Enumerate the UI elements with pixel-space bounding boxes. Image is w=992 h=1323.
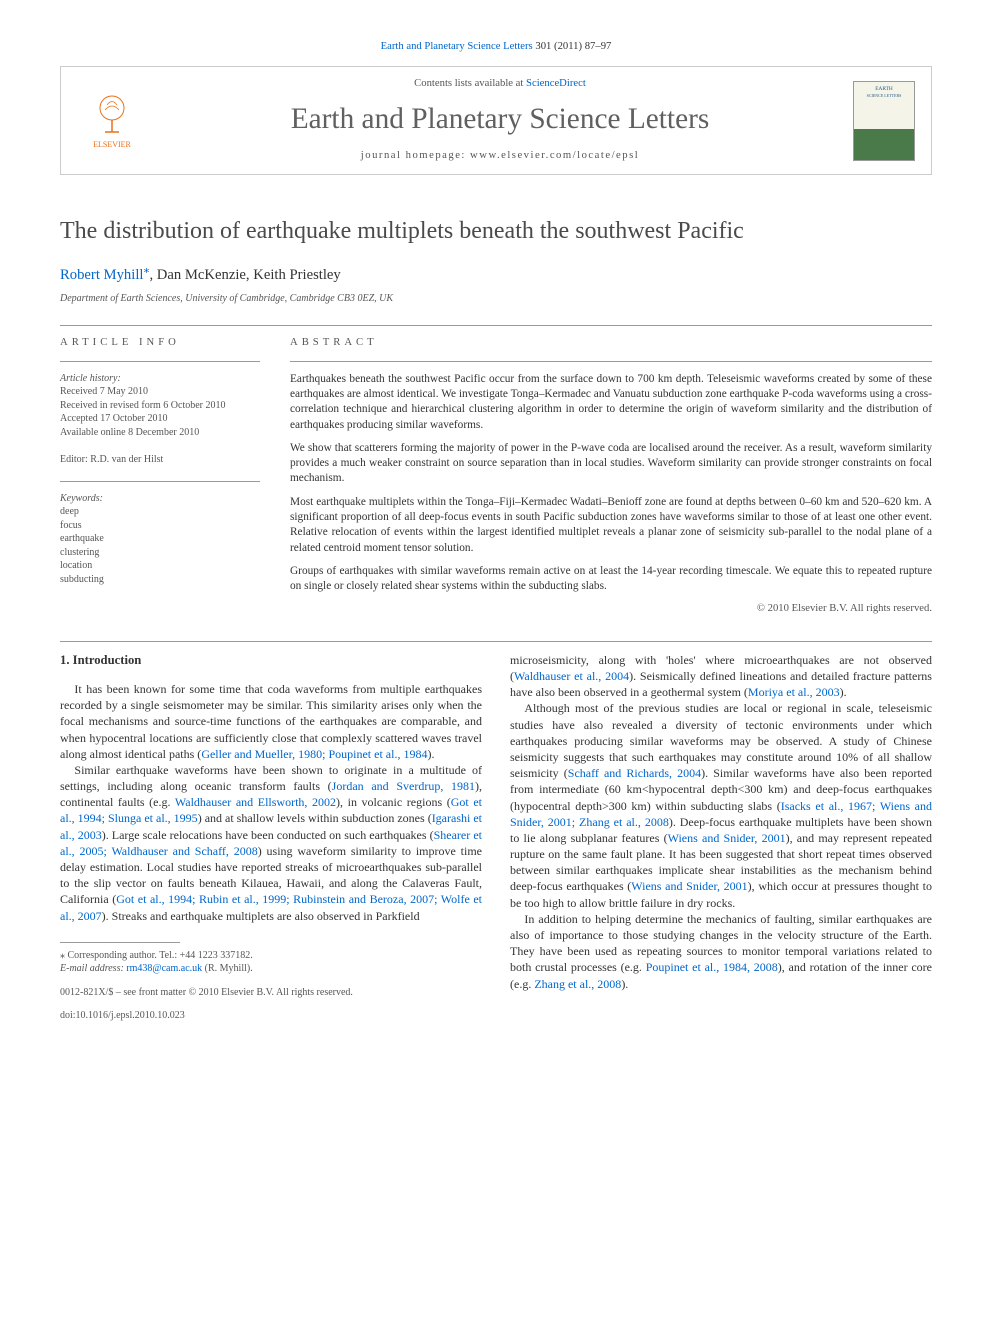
top-citation-text: 301 (2011) 87–97 xyxy=(533,41,612,52)
email-suffix: (R. Myhill). xyxy=(202,963,253,974)
body-columns: 1. Introduction It has been known for so… xyxy=(60,652,932,1023)
body-column-left: 1. Introduction It has been known for so… xyxy=(60,652,482,1023)
author-list: Robert Myhill⁎, Dan McKenzie, Keith Prie… xyxy=(60,261,932,286)
text-run: ). Large scale relocations have been con… xyxy=(102,828,434,842)
text-run: ). xyxy=(840,685,847,699)
article-title: The distribution of earthquake multiplet… xyxy=(60,215,932,247)
editor-label: Editor: xyxy=(60,454,88,465)
journal-header: ELSEVIER Contents lists available at Sci… xyxy=(60,66,932,174)
email-label: E-mail address: xyxy=(60,963,126,974)
article-info-column: article info Article history: Received 7… xyxy=(60,336,260,616)
history-line: Available online 8 December 2010 xyxy=(60,426,260,440)
history-line: Received 7 May 2010 xyxy=(60,385,260,399)
info-divider-2 xyxy=(60,481,260,482)
abstract-para: We show that scatterers forming the majo… xyxy=(290,441,932,487)
article-info-label: article info xyxy=(60,336,260,350)
abstract-column: abstract Earthquakes beneath the southwe… xyxy=(290,336,932,616)
contents-line: Contents lists available at ScienceDirec… xyxy=(147,77,853,91)
keywords-header: Keywords: xyxy=(60,492,260,506)
divider-bottom xyxy=(60,641,932,642)
cover-title-sub: SCIENCE LETTERS xyxy=(867,93,902,98)
journal-homepage: journal homepage: www.elsevier.com/locat… xyxy=(147,149,853,163)
editor-name: R.D. van der Hilst xyxy=(88,454,164,465)
history-header: Article history: xyxy=(60,372,260,386)
citation-link[interactable]: Geller and Mueller, 1980; Poupinet et al… xyxy=(201,747,427,761)
footnote-email-line: E-mail address: rm438@cam.ac.uk (R. Myhi… xyxy=(60,962,482,976)
citation-link[interactable]: Jordan and Sverdrup, 1981 xyxy=(332,779,475,793)
intro-para-1: It has been known for some time that cod… xyxy=(60,681,482,762)
intro-para-4: Although most of the previous studies ar… xyxy=(510,700,932,910)
history-line: Accepted 17 October 2010 xyxy=(60,412,260,426)
text-run: ), in volcanic regions ( xyxy=(336,795,451,809)
abstract-divider xyxy=(290,361,932,362)
abstract-copyright: © 2010 Elsevier B.V. All rights reserved… xyxy=(290,602,932,616)
keyword: deep xyxy=(60,505,260,519)
citation-link[interactable]: Schaff and Richards, 2004 xyxy=(568,766,701,780)
author-link-1[interactable]: Robert Myhill xyxy=(60,267,143,283)
sciencedirect-link[interactable]: ScienceDirect xyxy=(526,78,586,89)
contents-prefix: Contents lists available at xyxy=(414,78,526,89)
footnote-tel: ⁎ Corresponding author. Tel.: +44 1223 3… xyxy=(60,949,482,963)
keyword: subducting xyxy=(60,573,260,587)
keyword: clustering xyxy=(60,546,260,560)
citation-link[interactable]: Zhang et al., 2008 xyxy=(534,977,621,991)
info-abstract-row: article info Article history: Received 7… xyxy=(60,336,932,616)
journal-cover-thumbnail: EARTH SCIENCE LETTERS xyxy=(853,81,915,161)
top-citation: Earth and Planetary Science Letters 301 … xyxy=(60,40,932,54)
history-line: Received in revised form 6 October 2010 xyxy=(60,399,260,413)
text-run: ). Streaks and earthquake multiplets are… xyxy=(102,909,420,923)
elsevier-logo: ELSEVIER xyxy=(77,86,147,156)
elsevier-tree-icon xyxy=(87,90,137,140)
citation-link[interactable]: Wiens and Snider, 2001 xyxy=(668,831,786,845)
keyword: focus xyxy=(60,519,260,533)
abstract-text: Earthquakes beneath the southwest Pacifi… xyxy=(290,372,932,595)
intro-para-2: Similar earthquake waveforms have been s… xyxy=(60,762,482,924)
author-rest: , Dan McKenzie, Keith Priestley xyxy=(149,267,340,283)
text-run: ). xyxy=(427,747,434,761)
citation-link[interactable]: Moriya et al., 2003 xyxy=(748,685,840,699)
info-divider-1 xyxy=(60,361,260,362)
intro-para-3: microseismicity, along with 'holes' wher… xyxy=(510,652,932,701)
keyword: location xyxy=(60,559,260,573)
article-history: Article history: Received 7 May 2010 Rec… xyxy=(60,372,260,440)
divider-top xyxy=(60,325,932,326)
cover-title-top: EARTH xyxy=(875,86,892,93)
affiliation: Department of Earth Sciences, University… xyxy=(60,292,932,306)
footer-doi: doi:10.1016/j.epsl.2010.10.023 xyxy=(60,1009,482,1023)
corresponding-footnote: ⁎ Corresponding author. Tel.: +44 1223 3… xyxy=(60,949,482,976)
keywords-block: Keywords: deep focus earthquake clusteri… xyxy=(60,492,260,587)
citation-link[interactable]: Poupinet et al., 1984, 2008 xyxy=(646,960,778,974)
abstract-label: abstract xyxy=(290,336,932,350)
keyword: earthquake xyxy=(60,532,260,546)
abstract-para: Most earthquake multiplets within the To… xyxy=(290,495,932,556)
email-link[interactable]: rm438@cam.ac.uk xyxy=(126,963,202,974)
header-center: Contents lists available at ScienceDirec… xyxy=(147,77,853,163)
citation-link[interactable]: Waldhauser et al., 2004 xyxy=(514,669,629,683)
abstract-para: Groups of earthquakes with similar wavef… xyxy=(290,564,932,595)
text-run: ). xyxy=(621,977,628,991)
section-heading-1: 1. Introduction xyxy=(60,652,482,669)
top-journal-link[interactable]: Earth and Planetary Science Letters xyxy=(381,41,533,52)
abstract-para: Earthquakes beneath the southwest Pacifi… xyxy=(290,372,932,433)
footnote-separator xyxy=(60,942,180,943)
elsevier-label: ELSEVIER xyxy=(93,140,131,151)
footer-copyright: 0012-821X/$ – see front matter © 2010 El… xyxy=(60,986,482,1000)
text-run: ) and at shallow levels within subductio… xyxy=(198,811,432,825)
citation-link[interactable]: Wiens and Snider, 2001 xyxy=(631,879,747,893)
body-column-right: microseismicity, along with 'holes' wher… xyxy=(510,652,932,1023)
editor-block: Editor: R.D. van der Hilst xyxy=(60,453,260,467)
intro-para-5: In addition to helping determine the mec… xyxy=(510,911,932,992)
citation-link[interactable]: Waldhauser and Ellsworth, 2002 xyxy=(175,795,336,809)
journal-name: Earth and Planetary Science Letters xyxy=(147,100,853,140)
